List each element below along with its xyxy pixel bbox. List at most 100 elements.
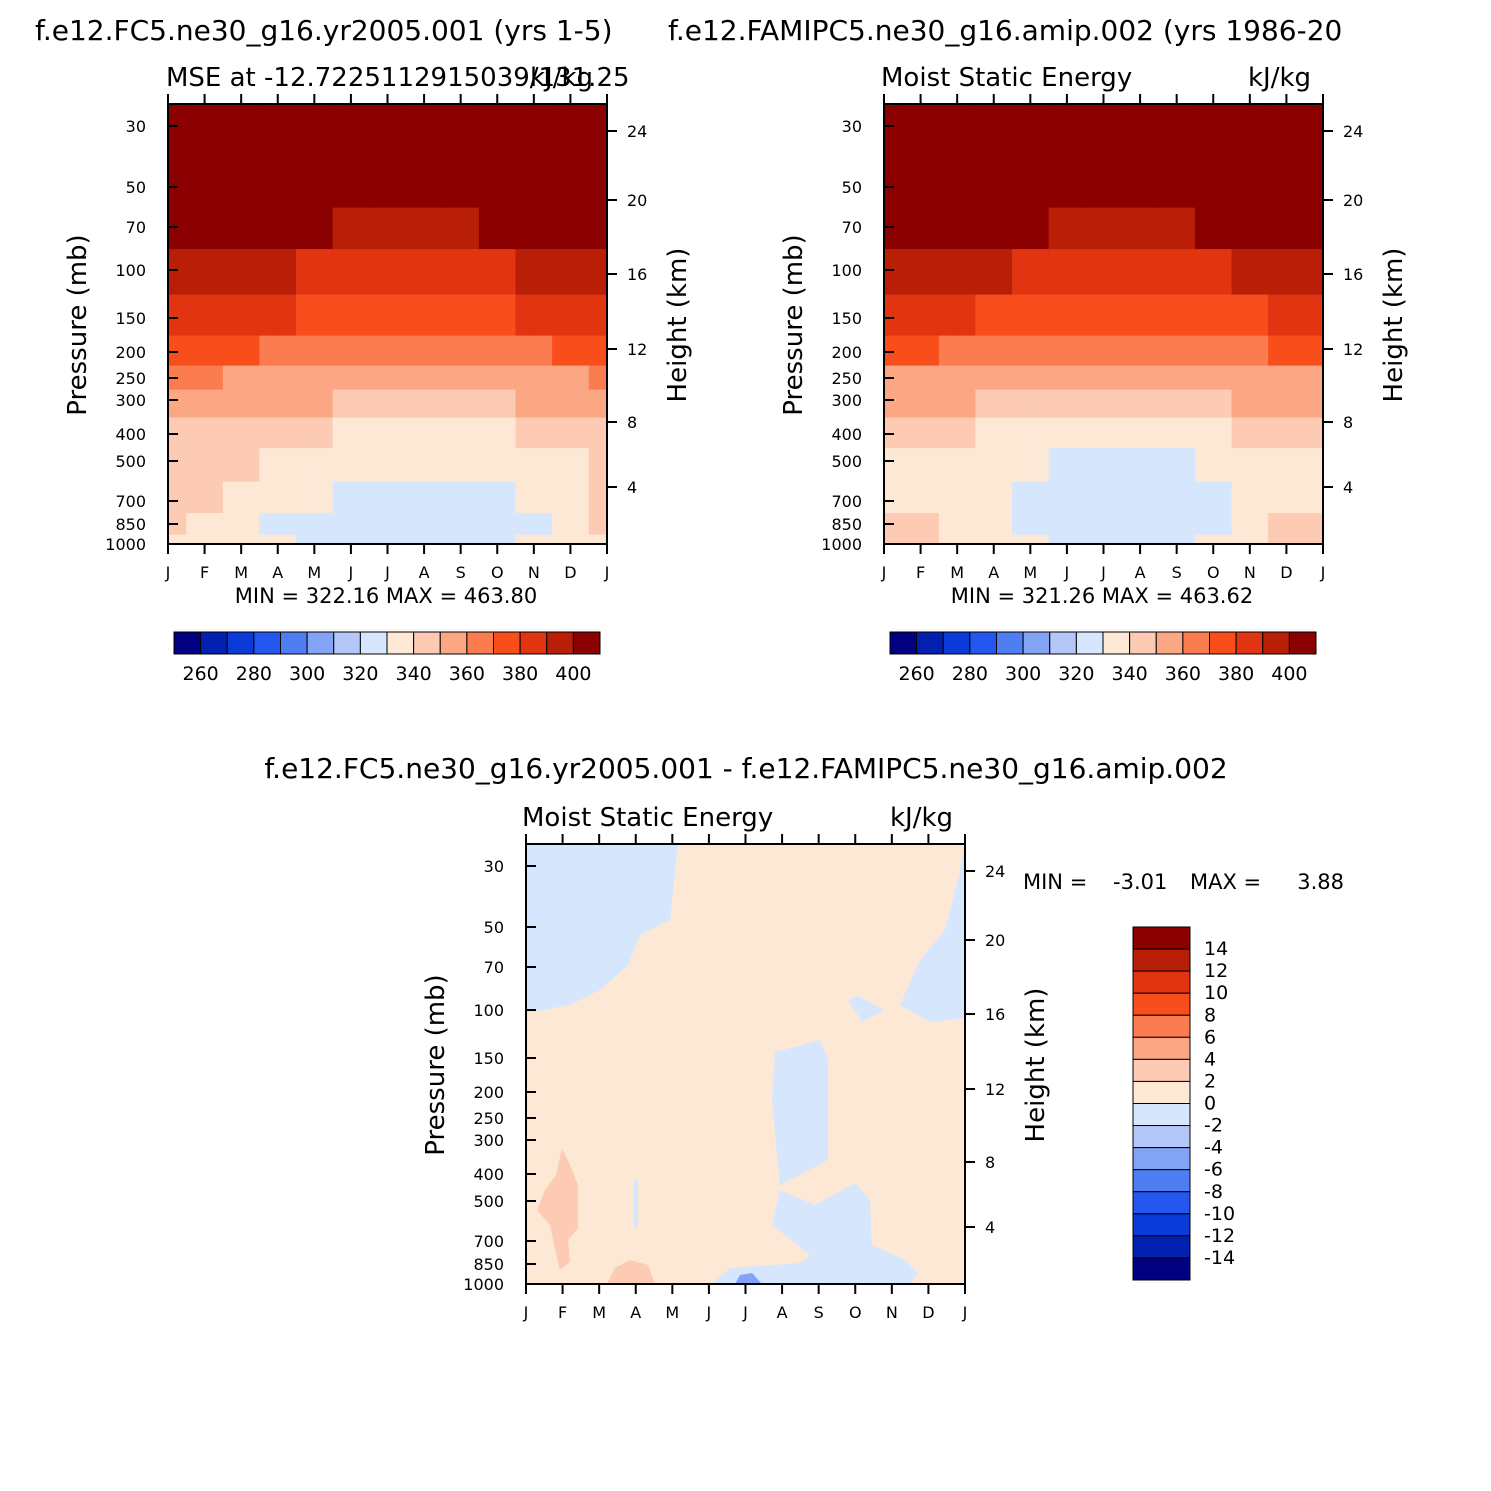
field-cell [1268, 389, 1288, 418]
field-cell [1012, 294, 1031, 336]
field-cell [1268, 207, 1288, 250]
field-cell [1194, 335, 1214, 366]
field-cell [424, 294, 443, 336]
field-cell [277, 294, 297, 336]
field-cell [332, 156, 352, 208]
field-cell [1304, 417, 1324, 449]
field-cell [1158, 294, 1178, 336]
field-cell [552, 248, 572, 295]
field-cell [993, 156, 1013, 208]
field-cell [588, 248, 608, 295]
field-cell [277, 481, 297, 514]
field-cell [1304, 389, 1324, 418]
field-cell [1268, 417, 1288, 449]
field-cell [497, 417, 517, 449]
colorbar-swatch [1132, 1080, 1191, 1104]
height-tick-label: 4 [627, 478, 637, 497]
field-cell [314, 512, 334, 535]
colorbar-swatch [359, 631, 388, 655]
field-cell [920, 294, 940, 336]
field-cell [424, 512, 443, 535]
field-cell [1030, 104, 1050, 158]
field-cell [588, 512, 608, 535]
field-cell [222, 417, 242, 449]
field-cell [570, 294, 590, 336]
field-cell [938, 417, 958, 449]
field-cell [1213, 365, 1233, 390]
field-cell [920, 389, 940, 418]
field-cell [405, 104, 425, 158]
pressure-tick-label: 200 [473, 1083, 504, 1102]
diff-band-neg2-to-0 [526, 844, 678, 1013]
month-tick-label: M [307, 563, 321, 582]
colorbar-swatch [1132, 1147, 1191, 1171]
field-cell [424, 207, 443, 250]
field-cell [296, 447, 315, 482]
field-cell [442, 534, 462, 545]
field-cell [424, 417, 443, 449]
field-cell [424, 156, 443, 208]
field-cell [957, 481, 977, 514]
field-cell [920, 512, 940, 535]
field-cell [993, 335, 1013, 366]
field-cell [405, 365, 425, 390]
field-cell [902, 104, 922, 158]
field-cell [1140, 294, 1159, 336]
field-cell [478, 104, 498, 158]
diff-stats-min-label: MIN = [1023, 870, 1087, 894]
field-cell [204, 335, 224, 366]
field-cell [1140, 447, 1159, 482]
colorbar-label: 8 [1204, 1004, 1216, 1026]
field-cell [1231, 389, 1251, 418]
field-cell [1085, 104, 1105, 158]
field-cell [1176, 294, 1196, 336]
pressure-tick-label: 700 [473, 1232, 504, 1251]
month-tick-label: A [419, 563, 430, 582]
field-cell [1140, 365, 1159, 390]
field-cell [259, 534, 279, 545]
field-cell [259, 417, 279, 449]
field-cell [993, 294, 1013, 336]
field-cell [1121, 417, 1141, 449]
field-cell [277, 104, 297, 158]
colorbar-label: 280 [236, 663, 272, 685]
field-cell [350, 447, 370, 482]
field-cell [938, 447, 958, 482]
pressure-tick-label: 70 [842, 218, 862, 237]
field-cell [168, 447, 187, 482]
pressure-tick-label: 150 [473, 1049, 504, 1068]
colorbar-swatch [519, 631, 548, 655]
field-cell [993, 248, 1013, 295]
field-cell [369, 156, 389, 208]
field-cell [533, 365, 553, 390]
field-cell [424, 335, 443, 366]
field-cell [222, 156, 242, 208]
field-cell [570, 389, 590, 418]
field-cell [1048, 447, 1068, 482]
field-cell [442, 294, 462, 336]
field-cell [332, 389, 352, 418]
colorbar-label: 380 [502, 663, 538, 685]
field-cell [387, 104, 407, 158]
month-tick-label: N [1244, 563, 1256, 582]
field-cell [497, 156, 517, 208]
field-cell [1121, 207, 1141, 250]
field-cell [241, 207, 261, 250]
field-cell [241, 335, 261, 366]
month-tick-label: J [1064, 563, 1070, 582]
colorbar-label: 340 [395, 663, 431, 685]
month-tick-label: D [922, 1303, 934, 1322]
field-cell [1304, 447, 1324, 482]
field-cell [405, 248, 425, 295]
field-cell [533, 248, 553, 295]
field-cell [405, 389, 425, 418]
field-cell [957, 207, 977, 250]
field-cell [1140, 534, 1159, 545]
field-cell [497, 335, 517, 366]
field-cell [1286, 294, 1306, 336]
field-cell [1213, 512, 1233, 535]
field-cell [478, 534, 498, 545]
field-cell [993, 534, 1013, 545]
field-cell [168, 207, 187, 250]
